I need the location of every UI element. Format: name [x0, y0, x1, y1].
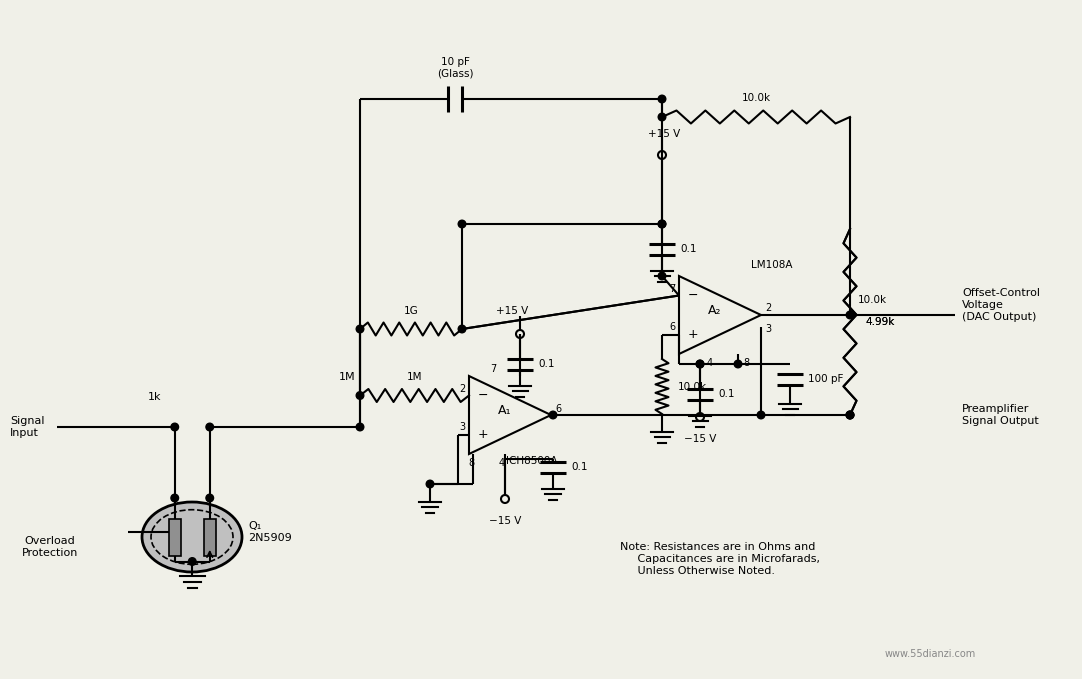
Text: 1G: 1G — [404, 306, 419, 316]
Text: A₁: A₁ — [498, 403, 512, 416]
Text: 7: 7 — [669, 284, 675, 293]
Circle shape — [846, 411, 854, 419]
Text: 0.1: 0.1 — [571, 462, 588, 472]
Text: −15 V: −15 V — [684, 434, 716, 444]
Circle shape — [658, 220, 665, 227]
Circle shape — [846, 411, 854, 419]
Text: Note: Resistances are in Ohms and
     Capacitances are in Microfarads,
     Unl: Note: Resistances are in Ohms and Capaci… — [620, 543, 820, 576]
Text: 0.1: 0.1 — [538, 359, 554, 369]
Text: −: − — [478, 389, 488, 402]
Circle shape — [735, 360, 742, 368]
Text: 1M: 1M — [407, 372, 422, 382]
Circle shape — [426, 480, 434, 488]
Circle shape — [171, 423, 179, 430]
Text: 4: 4 — [499, 458, 505, 468]
Text: ICH8500A: ICH8500A — [506, 456, 557, 466]
Circle shape — [206, 423, 213, 430]
Text: 0.1: 0.1 — [679, 244, 697, 254]
Text: 6: 6 — [555, 404, 562, 414]
Text: Preamplifier
Signal Output: Preamplifier Signal Output — [962, 404, 1039, 426]
Circle shape — [846, 411, 854, 419]
Text: +15 V: +15 V — [496, 306, 528, 316]
Circle shape — [658, 95, 665, 103]
Text: A₂: A₂ — [709, 304, 722, 316]
Text: 0.1: 0.1 — [718, 389, 735, 399]
Text: −: − — [688, 289, 698, 302]
Text: www.55dianzi.com: www.55dianzi.com — [884, 649, 976, 659]
Text: 10.0k: 10.0k — [858, 295, 887, 305]
Circle shape — [171, 494, 179, 502]
Ellipse shape — [142, 502, 242, 572]
Text: Signal
Input: Signal Input — [10, 416, 44, 438]
Circle shape — [658, 220, 665, 227]
Bar — [204, 519, 215, 555]
Text: 4: 4 — [707, 358, 713, 368]
Text: −15 V: −15 V — [489, 516, 522, 526]
Bar — [169, 519, 181, 555]
Text: 7: 7 — [490, 364, 497, 374]
Circle shape — [206, 494, 213, 502]
Text: 10.0k: 10.0k — [741, 94, 770, 103]
Circle shape — [757, 411, 765, 419]
Text: Overload
Protection: Overload Protection — [22, 536, 78, 558]
Text: 10.0k: 10.0k — [677, 382, 707, 392]
Text: Offset-Control
Voltage
(DAC Output): Offset-Control Voltage (DAC Output) — [962, 289, 1040, 322]
Text: 3: 3 — [765, 324, 771, 334]
Text: 8: 8 — [743, 358, 749, 368]
Text: 2: 2 — [459, 384, 465, 394]
Text: Q₁
2N5909: Q₁ 2N5909 — [248, 521, 292, 543]
Circle shape — [356, 392, 364, 399]
Text: +: + — [688, 328, 698, 341]
Text: 4.99k: 4.99k — [866, 317, 895, 327]
Text: 8: 8 — [467, 458, 474, 468]
Text: 1k: 1k — [148, 392, 161, 402]
Circle shape — [658, 272, 665, 280]
Circle shape — [458, 325, 465, 333]
Circle shape — [188, 557, 196, 566]
Text: +15 V: +15 V — [648, 129, 681, 139]
Circle shape — [658, 113, 665, 121]
Text: 6: 6 — [669, 323, 675, 333]
Text: LM108A: LM108A — [751, 260, 793, 270]
Circle shape — [356, 325, 364, 333]
Text: 2: 2 — [765, 303, 771, 313]
Text: 1M: 1M — [339, 373, 355, 382]
Circle shape — [550, 411, 557, 419]
Circle shape — [458, 220, 465, 227]
Text: 4.99k: 4.99k — [866, 317, 895, 327]
Circle shape — [846, 311, 854, 319]
Text: 10 pF
(Glass): 10 pF (Glass) — [437, 58, 473, 79]
Circle shape — [696, 360, 703, 368]
Circle shape — [356, 423, 364, 430]
Text: 3: 3 — [459, 422, 465, 433]
Text: 100 pF: 100 pF — [808, 374, 843, 384]
Text: +: + — [477, 428, 488, 441]
Circle shape — [696, 360, 703, 368]
